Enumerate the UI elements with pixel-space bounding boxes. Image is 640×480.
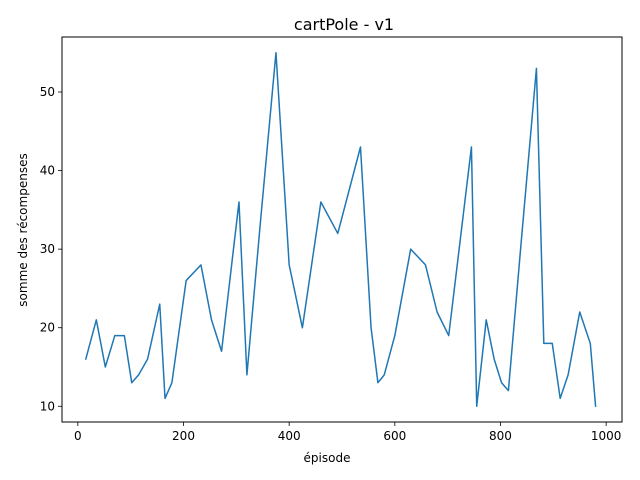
- x-axis: 0 200 400 600 800 1000: [74, 422, 621, 443]
- plot-area: 0 200 400 600 800 1000 10 20 30 40 50: [40, 36, 623, 443]
- y-tick-label: 30: [40, 242, 55, 256]
- x-axis-label: épisode: [304, 451, 351, 465]
- y-axis-label: somme des récompenses: [16, 153, 30, 306]
- y-tick-label: 10: [40, 399, 55, 413]
- x-tick-label: 800: [489, 429, 512, 443]
- x-tick-label: 0: [74, 429, 82, 443]
- x-tick-label: 600: [383, 429, 406, 443]
- x-tick-label: 400: [278, 429, 301, 443]
- x-tick-label: 1000: [591, 429, 622, 443]
- chart-title: cartPole - v1: [294, 15, 394, 34]
- y-tick-label: 20: [40, 321, 55, 335]
- y-tick-label: 50: [40, 85, 55, 99]
- plot-frame: [61, 36, 623, 423]
- series-line: [85, 51, 597, 408]
- y-axis: 10 20 30 40 50: [40, 85, 62, 413]
- y-tick-label: 40: [40, 164, 55, 178]
- x-tick-label: 200: [172, 429, 195, 443]
